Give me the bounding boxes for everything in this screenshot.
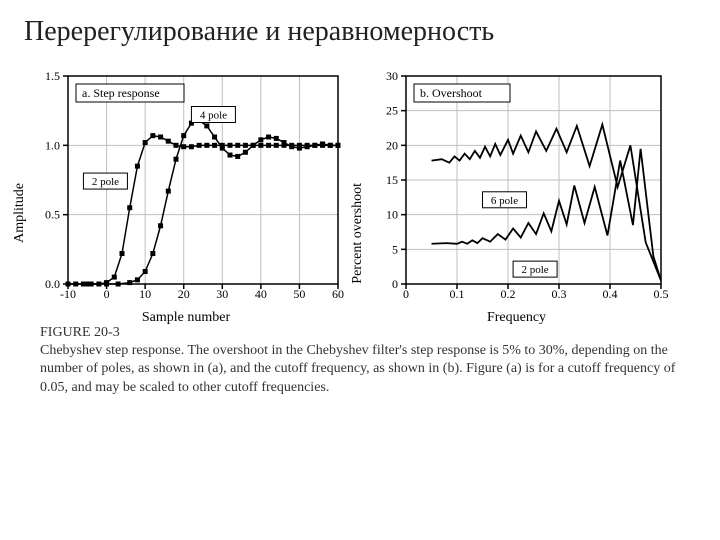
svg-text:0: 0 bbox=[403, 287, 409, 298]
chart-a: -10 0 10 20 30 40 50 60 0.0 0.5 1.0 1.5 a. Step resp… bbox=[26, 68, 346, 298]
svg-text:0: 0 bbox=[104, 287, 110, 298]
svg-text:30: 30 bbox=[216, 287, 228, 298]
chart-a-xlabel: Sample number bbox=[142, 310, 230, 326]
svg-text:1.0: 1.0 bbox=[45, 138, 60, 152]
svg-text:-10: -10 bbox=[60, 287, 76, 298]
svg-text:10: 10 bbox=[386, 208, 398, 222]
svg-text:0.4: 0.4 bbox=[603, 287, 618, 298]
svg-text:6 pole: 6 pole bbox=[491, 195, 518, 207]
svg-text:2 pole: 2 pole bbox=[521, 264, 548, 276]
svg-text:0.3: 0.3 bbox=[552, 287, 567, 298]
svg-text:b. Overshoot: b. Overshoot bbox=[420, 86, 483, 100]
svg-text:0.5: 0.5 bbox=[654, 287, 669, 298]
svg-text:1.5: 1.5 bbox=[45, 69, 60, 83]
svg-text:0.0: 0.0 bbox=[45, 277, 60, 291]
caption-label: FIGURE 20-3 bbox=[40, 324, 680, 342]
svg-text:60: 60 bbox=[332, 287, 344, 298]
svg-text:a. Step response: a. Step response bbox=[82, 86, 160, 100]
svg-text:10: 10 bbox=[139, 287, 151, 298]
svg-text:4 pole: 4 pole bbox=[200, 110, 227, 122]
svg-text:0.2: 0.2 bbox=[501, 287, 516, 298]
svg-text:0.5: 0.5 bbox=[45, 208, 60, 222]
page-title: Перерегулирование и неравномерность bbox=[0, 0, 720, 56]
caption-text: Chebyshev step response. The overshoot i… bbox=[40, 343, 675, 394]
chart-a-ylabel: Amplitude bbox=[12, 183, 28, 243]
charts-row: -1001020304050600.00.51.01.5a. Step resp… bbox=[0, 56, 720, 302]
svg-text:5: 5 bbox=[392, 242, 398, 256]
svg-text:30: 30 bbox=[386, 69, 398, 83]
chart-b: 0 0.1 0.2 0.3 0.4 0.5 0 5 10 15 20 25 30 b. Overshoot… bbox=[364, 68, 669, 298]
chart-b-xlabel: Frequency bbox=[487, 310, 546, 326]
svg-text:20: 20 bbox=[178, 287, 190, 298]
svg-text:0.1: 0.1 bbox=[450, 287, 465, 298]
figure-caption: FIGURE 20-3 Chebyshev step response. The… bbox=[0, 302, 720, 397]
svg-text:15: 15 bbox=[386, 173, 398, 187]
svg-text:0: 0 bbox=[392, 277, 398, 291]
svg-text:20: 20 bbox=[386, 138, 398, 152]
svg-text:25: 25 bbox=[386, 104, 398, 118]
svg-text:40: 40 bbox=[255, 287, 267, 298]
svg-text:2 pole: 2 pole bbox=[92, 176, 119, 188]
svg-text:50: 50 bbox=[293, 287, 305, 298]
chart-b-ylabel: Percent overshoot bbox=[350, 183, 366, 284]
